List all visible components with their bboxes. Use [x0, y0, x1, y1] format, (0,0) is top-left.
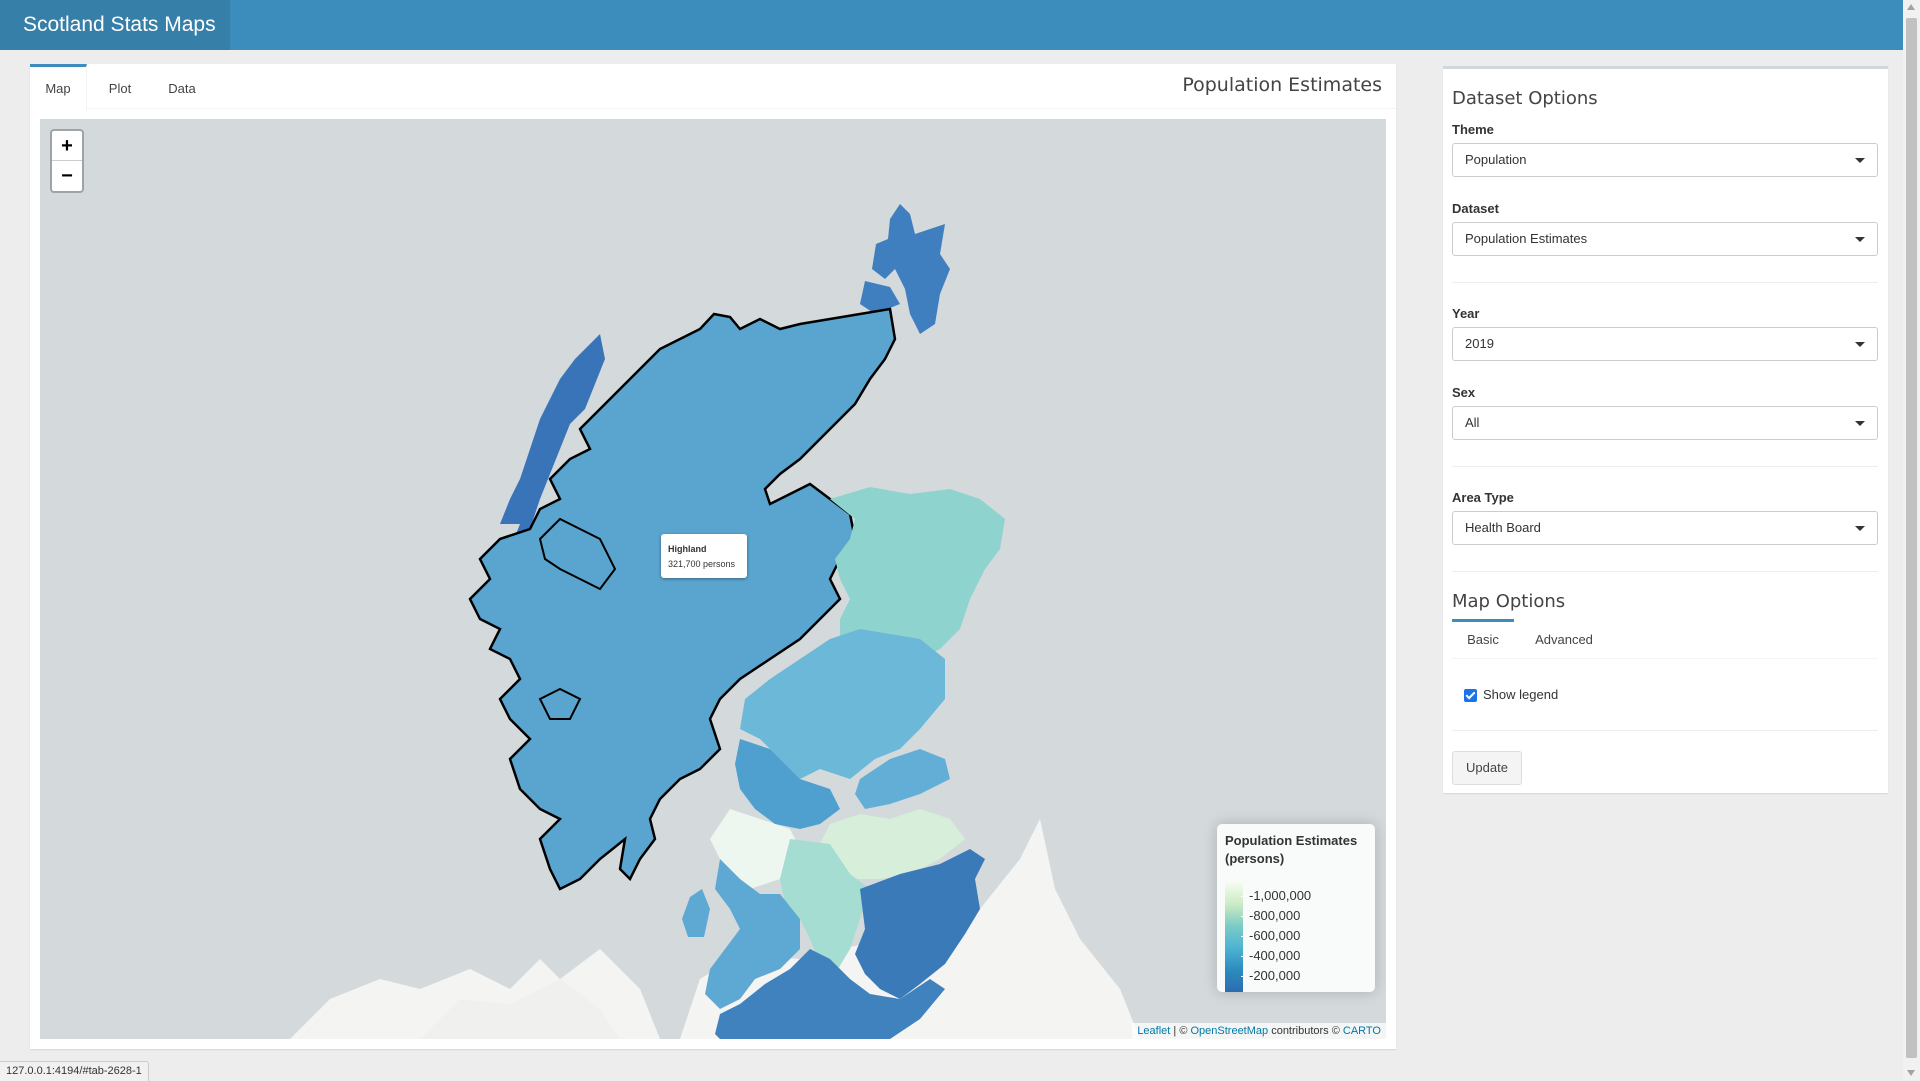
- tab-plot[interactable]: Plot: [108, 81, 132, 96]
- map-attribution: Leaflet | © OpenStreetMap contributors ©…: [1132, 1023, 1386, 1039]
- legend-tick: [1241, 916, 1247, 917]
- divider: [1452, 466, 1878, 467]
- tooltip-region-name: Highland: [668, 544, 707, 554]
- region-orkney: [860, 281, 900, 314]
- legend-label: -1,000,000: [1249, 888, 1312, 903]
- area-type-value: Health Board: [1465, 520, 1541, 535]
- show-legend-checkbox[interactable]: [1464, 689, 1477, 702]
- legend-tick: [1241, 956, 1247, 957]
- show-legend-label[interactable]: Show legend: [1483, 687, 1559, 702]
- tab-basic[interactable]: Basic: [1452, 619, 1514, 658]
- leaflet-link[interactable]: Leaflet: [1137, 1025, 1171, 1037]
- dataset-select[interactable]: Population Estimates: [1452, 222, 1878, 256]
- legend-tick: [1241, 976, 1247, 977]
- tab-map[interactable]: Map: [30, 64, 87, 111]
- theme-value: Population: [1465, 152, 1527, 167]
- region-shetland: [872, 204, 950, 334]
- region-lothian: [820, 809, 965, 879]
- year-select[interactable]: 2019: [1452, 327, 1878, 361]
- region-highland: [468, 307, 897, 891]
- choropleth-map[interactable]: [40, 119, 1386, 1039]
- scroll-up-arrow-icon[interactable]: [1907, 4, 1915, 10]
- navbar: Scotland Stats Maps: [0, 0, 1903, 50]
- region-skye: [538, 517, 617, 591]
- divider: [1452, 730, 1878, 731]
- legend-label: -400,000: [1249, 948, 1301, 963]
- region-tayside: [740, 629, 945, 779]
- carto-link[interactable]: CARTO: [1342, 1025, 1381, 1037]
- main-panel: Map Plot Data Population Estimates: [30, 64, 1396, 1049]
- theme-label: Theme: [1452, 122, 1494, 137]
- tab-advanced[interactable]: Advanced: [1535, 632, 1593, 647]
- divider: [1452, 571, 1878, 572]
- tooltip-region-value: 321,700 persons: [668, 559, 736, 569]
- legend-label: -800,000: [1249, 908, 1301, 923]
- chevron-down-icon: [1855, 526, 1865, 531]
- map-canvas[interactable]: + − Highland 321,700 persons Population …: [40, 119, 1386, 1039]
- dataset-options-heading: Dataset Options: [1452, 88, 1598, 109]
- dataset-label: Dataset: [1452, 201, 1499, 216]
- tab-bar: Map Plot Data Population Estimates: [30, 64, 1396, 111]
- vertical-scrollbar[interactable]: [1903, 0, 1920, 1080]
- osm-link[interactable]: OpenStreetMap: [1190, 1025, 1269, 1037]
- legend-title: Population Estimates (persons): [1225, 833, 1358, 866]
- region-lanarkshire: [780, 839, 870, 974]
- scrollbar-thumb[interactable]: [1906, 18, 1917, 1058]
- legend-label: -200,000: [1249, 968, 1301, 983]
- app-brand[interactable]: Scotland Stats Maps: [0, 0, 230, 50]
- attribution-text: | ©: [1170, 1025, 1191, 1037]
- region-western-isles: [500, 334, 605, 619]
- region-dumfries-galloway: [715, 949, 945, 1039]
- region-fife: [855, 749, 950, 809]
- panel-title: Population Estimates: [1182, 74, 1382, 96]
- map-options-tabs: Basic Advanced: [1452, 619, 1878, 659]
- legend-color-scale: [1225, 882, 1243, 992]
- legend-label: -600,000: [1249, 928, 1301, 943]
- region-mull: [538, 687, 582, 720]
- area-type-select[interactable]: Health Board: [1452, 511, 1878, 545]
- chevron-down-icon: [1855, 342, 1865, 347]
- legend-tick: [1241, 896, 1247, 897]
- dataset-value: Population Estimates: [1465, 231, 1588, 246]
- zoom-out-button[interactable]: −: [61, 165, 73, 187]
- map-options-heading: Map Options: [1452, 591, 1566, 612]
- region-greater-glasgow: [710, 809, 800, 889]
- chevron-down-icon: [1855, 237, 1865, 242]
- zoom-control: + −: [50, 129, 84, 193]
- chevron-down-icon: [1855, 421, 1865, 426]
- attribution-text: contributors ©: [1268, 1025, 1343, 1037]
- sex-select[interactable]: All: [1452, 406, 1878, 440]
- sex-value: All: [1465, 415, 1480, 430]
- scroll-down-arrow-icon[interactable]: [1907, 1070, 1915, 1076]
- tab-data[interactable]: Data: [168, 81, 196, 96]
- map-legend: Population Estimates (persons) -1,000,00…: [1217, 824, 1375, 992]
- region-arran: [682, 889, 710, 937]
- region-ayrshire: [705, 859, 800, 1009]
- zoom-in-button[interactable]: +: [52, 131, 82, 161]
- region-borders: [855, 849, 985, 999]
- sex-label: Sex: [1452, 385, 1476, 400]
- legend-tick: [1241, 936, 1247, 937]
- chevron-down-icon: [1855, 158, 1865, 163]
- area-type-label: Area Type: [1452, 490, 1514, 505]
- region-forth-valley: [735, 739, 840, 829]
- year-label: Year: [1452, 306, 1480, 321]
- update-button[interactable]: Update: [1452, 751, 1522, 785]
- options-panel: Dataset Options Theme Population Dataset…: [1443, 66, 1888, 793]
- divider: [1452, 282, 1878, 283]
- map-tooltip: Highland 321,700 persons: [661, 534, 747, 578]
- year-value: 2019: [1465, 336, 1494, 351]
- browser-status-bar: 127.0.0.1:4194/#tab-2628-1: [0, 1061, 149, 1081]
- ireland-east-landmass: [420, 979, 620, 1039]
- theme-select[interactable]: Population: [1452, 143, 1878, 177]
